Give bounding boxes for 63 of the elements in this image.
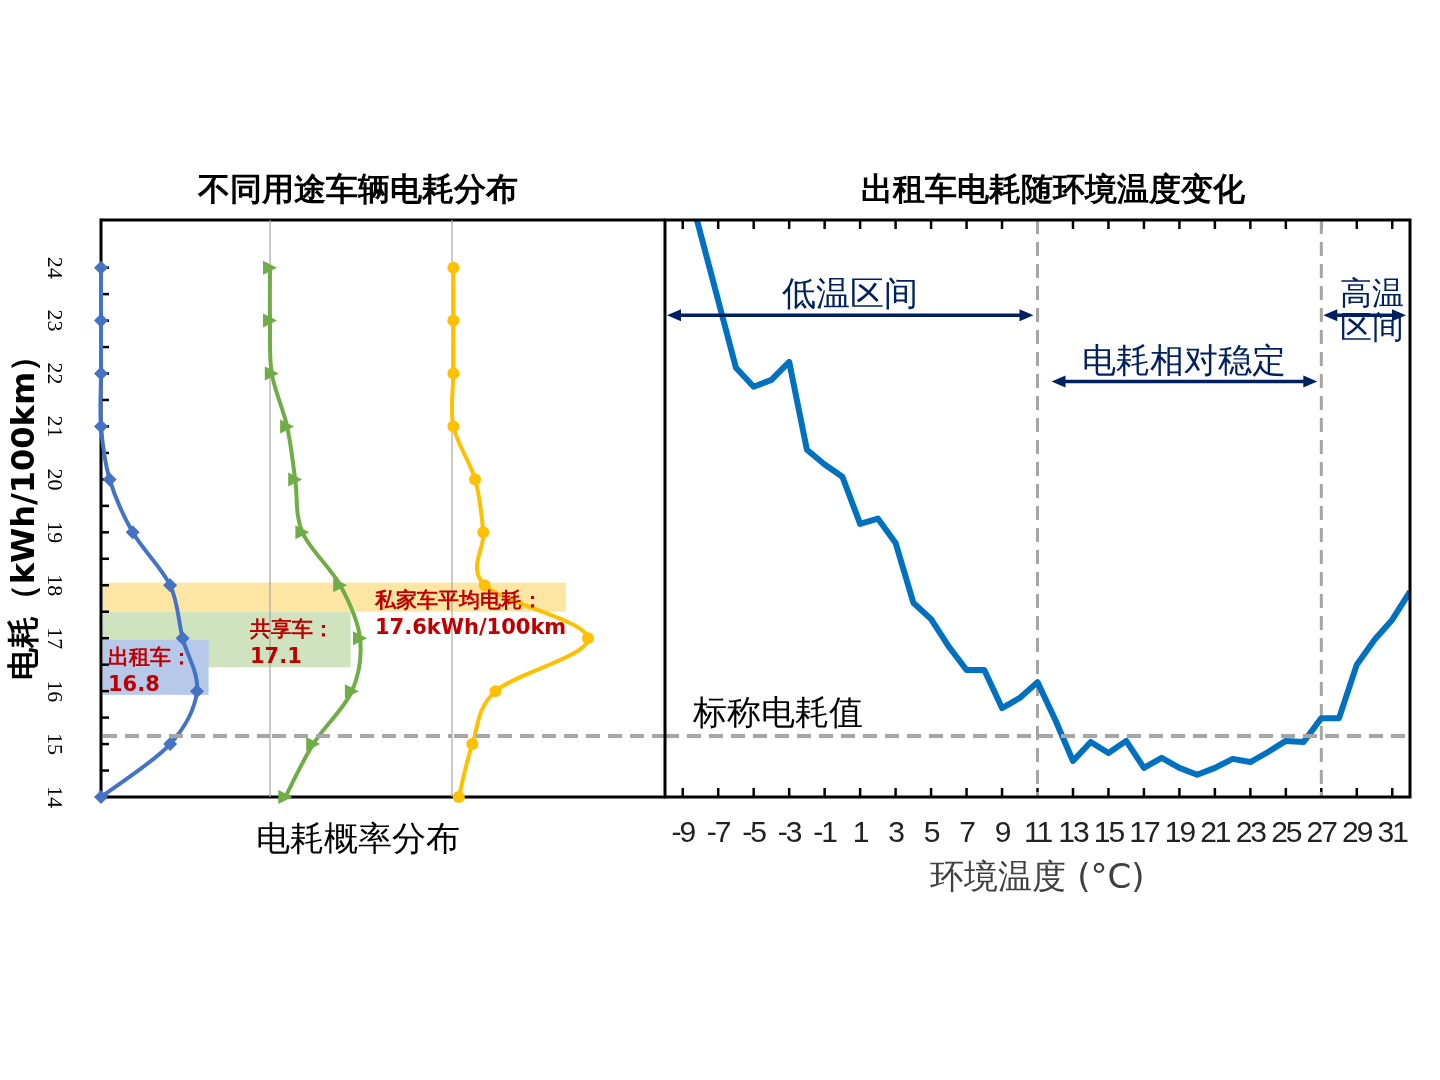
point [264, 366, 279, 381]
x-tick-label: 29 [1342, 815, 1373, 848]
y-tick-label: 21 [42, 415, 68, 438]
x-tick-label: 31 [1377, 815, 1409, 848]
x-axis-title: 环境温度 (°C) [930, 856, 1145, 896]
point [295, 525, 310, 540]
x-tick-label: 17 [1129, 815, 1160, 848]
x-tick-label: -1 [813, 815, 838, 848]
point [353, 631, 367, 646]
x-tick-label: -5 [742, 815, 767, 848]
x-axis-title: 电耗概率分布 [256, 818, 460, 858]
x-tick-label: 21 [1200, 815, 1231, 848]
point [582, 632, 594, 645]
point [447, 261, 460, 274]
chart-title: 出租车电耗随环境温度变化 [860, 170, 1246, 208]
point [333, 578, 348, 593]
point [447, 367, 460, 380]
x-tick-label: 13 [1058, 815, 1089, 848]
band-label: 共享车：17.1 [250, 615, 335, 670]
point [344, 684, 359, 699]
x-tick-label: 5 [923, 815, 940, 848]
y-tick-label: 14 [42, 786, 68, 808]
y-tick-label: 24 [42, 256, 68, 279]
annotation: 电耗相对稳定 [1082, 339, 1287, 380]
point [288, 472, 303, 487]
point [278, 790, 293, 804]
x-tick-label: -3 [777, 815, 802, 848]
point [306, 737, 321, 752]
y-tick-label: 18 [42, 574, 68, 597]
point [280, 419, 295, 434]
x-tick-label: 11 [1023, 815, 1053, 848]
point [489, 685, 502, 698]
x-tick-label: 15 [1093, 815, 1125, 848]
ref-line-label: 标称电耗值 [692, 692, 863, 733]
x-tick-label: 1 [852, 815, 869, 848]
y-tick-label: 17 [42, 627, 68, 650]
y-tick-label: 16 [42, 680, 68, 703]
y-tick-label: 23 [42, 309, 68, 332]
x-tick-label: -7 [706, 815, 731, 848]
x-tick-label: -9 [671, 815, 696, 848]
chart-title: 不同用途车辆电耗分布 [197, 170, 518, 208]
x-tick-label: 9 [994, 815, 1011, 848]
x-tick-label: 27 [1306, 815, 1338, 848]
x-tick-label: 7 [959, 815, 976, 848]
annotation: 低温区间 [782, 273, 919, 314]
x-tick-label: 23 [1235, 815, 1267, 848]
point [447, 420, 460, 433]
y-tick-label: 20 [42, 468, 68, 491]
point [263, 260, 277, 275]
x-tick-label: 25 [1271, 815, 1302, 848]
point [466, 738, 479, 751]
point [477, 526, 490, 539]
band-label: 出租车：16.8 [108, 643, 193, 699]
y-tick-label: 15 [42, 733, 68, 756]
point [263, 313, 277, 328]
point [452, 791, 465, 803]
point [447, 314, 460, 327]
x-tick-label: 19 [1164, 815, 1196, 848]
x-tick-label: 3 [888, 815, 905, 848]
point [469, 473, 482, 486]
y-tick-label: 22 [42, 362, 68, 385]
y-axis-title: 电耗（kWh/100km） [4, 339, 42, 681]
y-tick-label: 19 [42, 521, 68, 544]
